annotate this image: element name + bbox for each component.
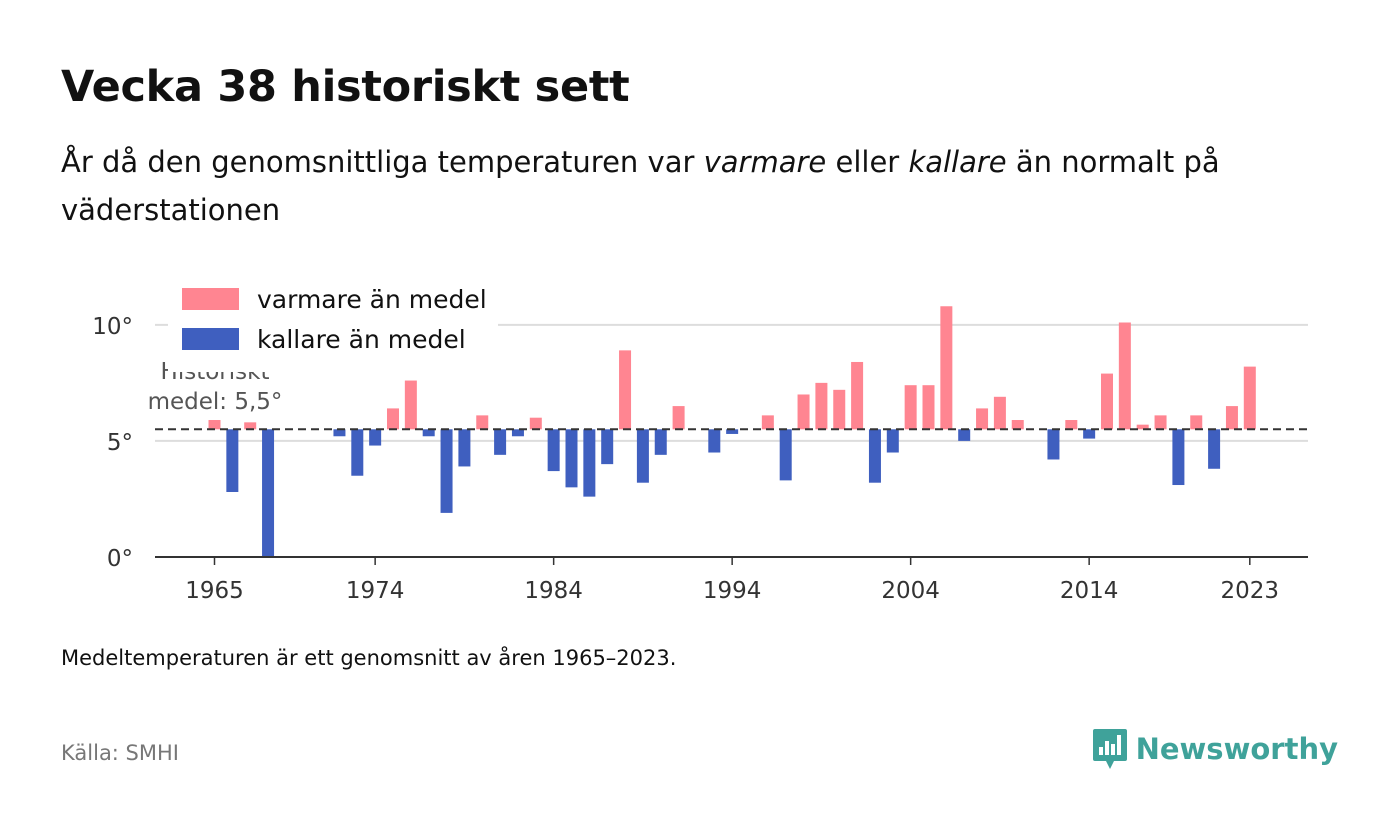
bar — [226, 429, 239, 492]
bar — [1190, 415, 1203, 430]
bar — [208, 420, 221, 430]
bar — [1118, 322, 1131, 430]
legend: varmare än medel kallare än medel — [168, 280, 498, 372]
bars — [208, 306, 1256, 557]
bar — [833, 389, 846, 430]
subtitle-cold-word: kallare — [908, 145, 1007, 179]
bar — [494, 429, 507, 455]
chart-subtitle: År då den genomsnittliga temperaturen va… — [61, 138, 1301, 234]
bar — [940, 306, 953, 430]
x-tick-label: 2023 — [1221, 578, 1280, 604]
legend-swatch — [182, 328, 239, 350]
subtitle-warm-word: varmare — [703, 145, 827, 179]
bar — [868, 429, 881, 483]
subtitle-text-2: eller — [826, 145, 909, 179]
chart-title: Vecka 38 historiskt sett — [61, 62, 630, 112]
axes: 0° 5° 10° 1965 1974 1984 1994 2004 2014 2023 — [92, 314, 1308, 604]
bar — [708, 429, 721, 453]
bar — [815, 382, 828, 430]
bar — [726, 429, 739, 434]
bar — [583, 429, 596, 497]
bar — [458, 429, 471, 467]
bar — [387, 408, 399, 430]
bar — [547, 429, 560, 472]
bar — [333, 429, 346, 437]
subtitle-text-1: År då den genomsnittliga temperaturen va… — [61, 145, 704, 179]
legend-label: varmare än medel — [257, 285, 487, 314]
bar — [797, 394, 810, 430]
bar — [529, 417, 542, 430]
bar — [601, 429, 614, 465]
bar — [761, 415, 774, 430]
bar — [636, 429, 649, 483]
footnote: Medeltemperaturen är ett genomsnitt av å… — [61, 646, 677, 670]
x-tick-label: 2004 — [881, 578, 940, 604]
bar — [1136, 424, 1149, 430]
y-tick-label: 5° — [107, 430, 133, 456]
brand-logo: Newsworthy — [1092, 727, 1338, 771]
y-tick-label: 10° — [92, 314, 133, 340]
bar — [511, 429, 524, 437]
bar — [1011, 420, 1024, 430]
mean-label-line2: medel: 5,5° — [148, 389, 283, 415]
y-tick-label: 0° — [107, 546, 133, 572]
bar — [922, 385, 935, 430]
bar — [1172, 429, 1185, 486]
bar — [1101, 373, 1113, 430]
legend-label: kallare än medel — [257, 325, 466, 354]
x-tick-label: 1994 — [703, 578, 762, 604]
x-tick-label: 1984 — [524, 578, 583, 604]
bar — [1208, 429, 1221, 469]
brand-name: Newsworthy — [1135, 732, 1338, 766]
bar — [404, 380, 417, 430]
bar — [565, 429, 578, 488]
bar — [851, 361, 864, 430]
subtitle-text-3: än normalt på väderstationen — [61, 145, 1220, 227]
x-tick-label: 1974 — [346, 578, 405, 604]
bar — [1154, 415, 1167, 430]
x-tick-label: 2014 — [1060, 578, 1119, 604]
bar — [1243, 366, 1256, 430]
bar — [993, 396, 1006, 430]
bar — [958, 429, 971, 441]
bar — [904, 385, 917, 430]
bar — [262, 429, 275, 557]
bar — [1047, 429, 1060, 460]
bar — [886, 429, 899, 453]
bar — [672, 406, 685, 430]
bar — [1083, 429, 1096, 439]
newsworthy-logo-icon — [1092, 729, 1127, 769]
bar — [619, 350, 632, 430]
bar — [779, 429, 792, 481]
bar — [654, 429, 667, 455]
bar — [351, 429, 364, 476]
bar — [244, 422, 257, 430]
bar — [1065, 420, 1078, 430]
bar — [422, 429, 435, 437]
legend-swatch — [182, 288, 239, 310]
bar — [440, 429, 453, 513]
bar — [476, 415, 489, 430]
x-tick-label: 1965 — [185, 578, 244, 604]
bar — [369, 429, 382, 446]
source-label: Källa: SMHI — [61, 741, 179, 765]
bar — [976, 408, 989, 430]
bar — [1225, 406, 1238, 430]
